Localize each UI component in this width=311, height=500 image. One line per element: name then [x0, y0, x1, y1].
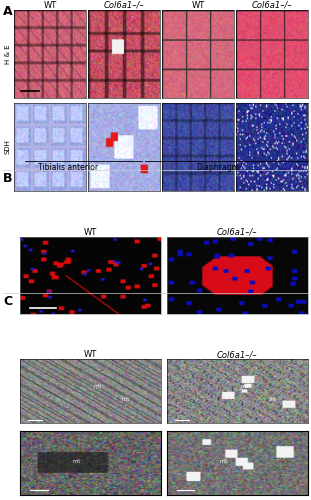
- Text: mit: mit: [240, 384, 248, 389]
- Text: Diaphragm: Diaphragm: [196, 162, 239, 172]
- Text: B: B: [3, 172, 13, 186]
- Text: mit: mit: [122, 397, 130, 402]
- Title: Col6a1–/–: Col6a1–/–: [217, 350, 258, 360]
- Text: mit: mit: [268, 397, 277, 402]
- Title: WT: WT: [191, 1, 205, 10]
- Title: Col6a1–/–: Col6a1–/–: [217, 228, 258, 236]
- Text: SDH: SDH: [5, 140, 11, 154]
- Text: C: C: [3, 295, 12, 308]
- Title: WT: WT: [84, 228, 97, 236]
- Title: WT: WT: [84, 350, 97, 360]
- Title: Col6a1–/–: Col6a1–/–: [252, 1, 292, 10]
- Text: Tibialis anterior: Tibialis anterior: [38, 162, 99, 172]
- Title: WT: WT: [43, 1, 57, 10]
- Title: Col6a1–/–: Col6a1–/–: [104, 1, 144, 10]
- Text: A: A: [3, 5, 13, 18]
- Text: H & E: H & E: [5, 44, 11, 64]
- Text: mit: mit: [219, 459, 227, 464]
- Text: mit: mit: [72, 459, 81, 464]
- Text: mit: mit: [94, 384, 102, 389]
